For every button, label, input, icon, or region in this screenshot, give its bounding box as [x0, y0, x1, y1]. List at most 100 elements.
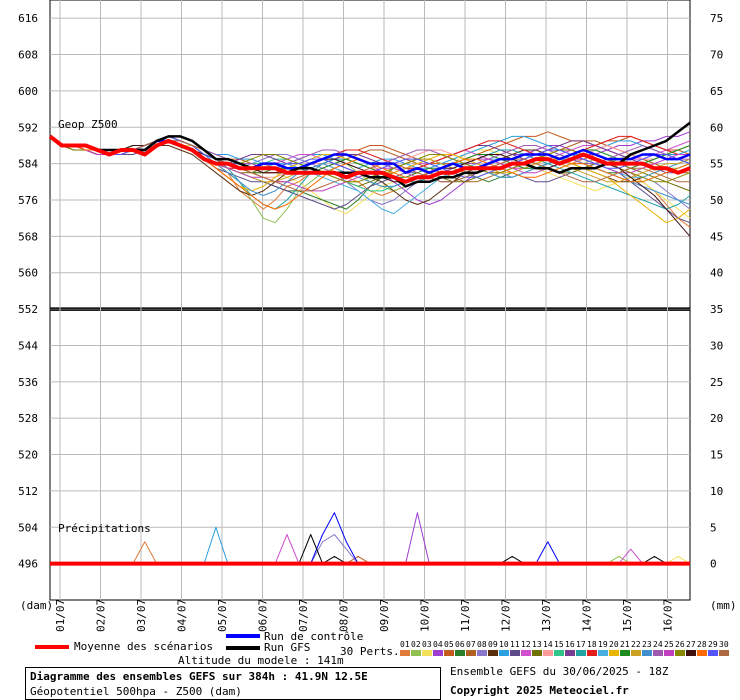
left-tick-label: 560 [18, 267, 38, 280]
legend-control-label: Run de contrôle [264, 630, 364, 643]
chart-lines [48, 121, 691, 566]
pert-number: 08 [477, 640, 487, 649]
pert-swatch [686, 650, 696, 656]
pert-number: 05 [444, 640, 454, 649]
legend-control-swatch [226, 634, 260, 638]
member-precip-line [50, 541, 690, 565]
info-box: Diagramme des ensembles GEFS sur 384h : … [25, 667, 441, 700]
right-tick-label: 60 [710, 121, 723, 134]
pert-number: 21 [620, 640, 630, 649]
left-tick-label: 496 [18, 558, 38, 571]
pert-number: 20 [609, 640, 619, 649]
right-tick-label: 65 [710, 85, 723, 98]
left-tick-label: 568 [18, 230, 38, 243]
pert-number: 15 [554, 640, 564, 649]
left-tick-label: 504 [18, 521, 38, 534]
x-tick-label: 12/07 [500, 599, 513, 632]
pert-swatch [587, 650, 597, 656]
pert-swatch [719, 650, 729, 656]
run-label: Ensemble GEFS du 30/06/2025 - 18Z [450, 665, 669, 678]
pert-number: 04 [433, 640, 443, 649]
pert-number: 01 [400, 640, 410, 649]
pert-swatch [510, 650, 520, 656]
x-tick-label: 03/07 [135, 599, 148, 632]
pert-number: 26 [675, 640, 685, 649]
right-tick-label: 70 [710, 49, 723, 62]
pert-swatch [477, 650, 487, 656]
x-tick-label: 07/07 [297, 599, 310, 632]
left-tick-label: 552 [18, 303, 38, 316]
gfs-precip-line [50, 534, 690, 565]
left-tick-label: 536 [18, 376, 38, 389]
right-tick-label: 75 [710, 12, 723, 25]
pert-number: 25 [664, 640, 674, 649]
pert-number: 24 [653, 640, 663, 649]
pert-number: 23 [642, 640, 652, 649]
pert-number: 06 [455, 640, 465, 649]
pert-number: 11 [510, 640, 520, 649]
right-tick-label: 50 [710, 194, 723, 207]
right-tick-label: 15 [710, 449, 723, 462]
pert-number: 10 [499, 640, 509, 649]
pert-swatch [620, 650, 630, 656]
x-tick-label: 08/07 [338, 599, 351, 632]
copyright-label: Copyright 2025 Meteociel.fr [450, 684, 629, 697]
legend-mean-swatch [35, 645, 69, 649]
pert-swatch [642, 650, 652, 656]
member-line [49, 135, 691, 205]
pert-swatch [554, 650, 564, 656]
right-tick-label: 20 [710, 412, 723, 425]
series-label: Geop Z500 [58, 118, 118, 131]
left-tick-label: 520 [18, 449, 38, 462]
pert-number: 16 [565, 640, 575, 649]
pert-number: 13 [532, 640, 542, 649]
pert-number: 17 [576, 640, 586, 649]
control-precip-line [50, 512, 690, 565]
left-tick-label: 544 [18, 339, 38, 352]
pert-swatch [466, 650, 476, 656]
x-tick-label: 13/07 [540, 599, 553, 632]
left-tick-label: 584 [18, 158, 38, 171]
pert-swatch [598, 650, 608, 656]
pert-swatch [400, 650, 410, 656]
right-tick-label: 30 [710, 339, 723, 352]
pert-swatch [697, 650, 707, 656]
pert-swatch [433, 650, 443, 656]
x-tick-label: 11/07 [459, 599, 472, 632]
x-tick-label: 09/07 [378, 599, 391, 632]
x-tick-label: 16/07 [662, 599, 675, 632]
legend-gfs-label: Run GFS [264, 641, 311, 654]
left-axis-label: (dam) [20, 599, 53, 612]
pert-number: 07 [466, 640, 476, 649]
pert-swatch [631, 650, 641, 656]
pert-number: 30 [719, 640, 729, 649]
right-tick-label: 45 [710, 230, 723, 243]
right-tick-label: 5 [710, 521, 717, 534]
pert-swatch [455, 650, 465, 656]
pert-swatch [411, 650, 421, 656]
x-tick-label: 14/07 [581, 599, 594, 632]
pert-number: 12 [521, 640, 531, 649]
right-tick-label: 0 [710, 558, 717, 571]
legend-mean-label: Moyenne des scénarios [74, 640, 214, 653]
pert-swatch [675, 650, 685, 656]
x-tick-label: 01/07 [54, 599, 67, 632]
chart-grid [49, 0, 691, 601]
member-precip-line [50, 512, 690, 565]
x-tick-label: 10/07 [419, 599, 432, 632]
left-tick-label: 592 [18, 121, 38, 134]
pert-number: 27 [686, 640, 696, 649]
x-tick-label: 02/07 [95, 599, 108, 632]
left-tick-label: 600 [18, 85, 38, 98]
pert-swatch [444, 650, 454, 656]
pert-number: 19 [598, 640, 608, 649]
chart-subtitle: Géopotentiel 500hpa - Z500 (dam) [30, 685, 242, 698]
pert-swatch [422, 650, 432, 656]
left-tick-label: 608 [18, 49, 38, 62]
pert-number: 14 [543, 640, 553, 649]
altitude-label: Altitude du modele : 141m [178, 654, 344, 667]
member-precip-line [50, 534, 690, 565]
legend-perts-label: 30 Perts. [340, 645, 400, 658]
legend-gfs-swatch [226, 646, 260, 650]
left-tick-label: 616 [18, 12, 38, 25]
